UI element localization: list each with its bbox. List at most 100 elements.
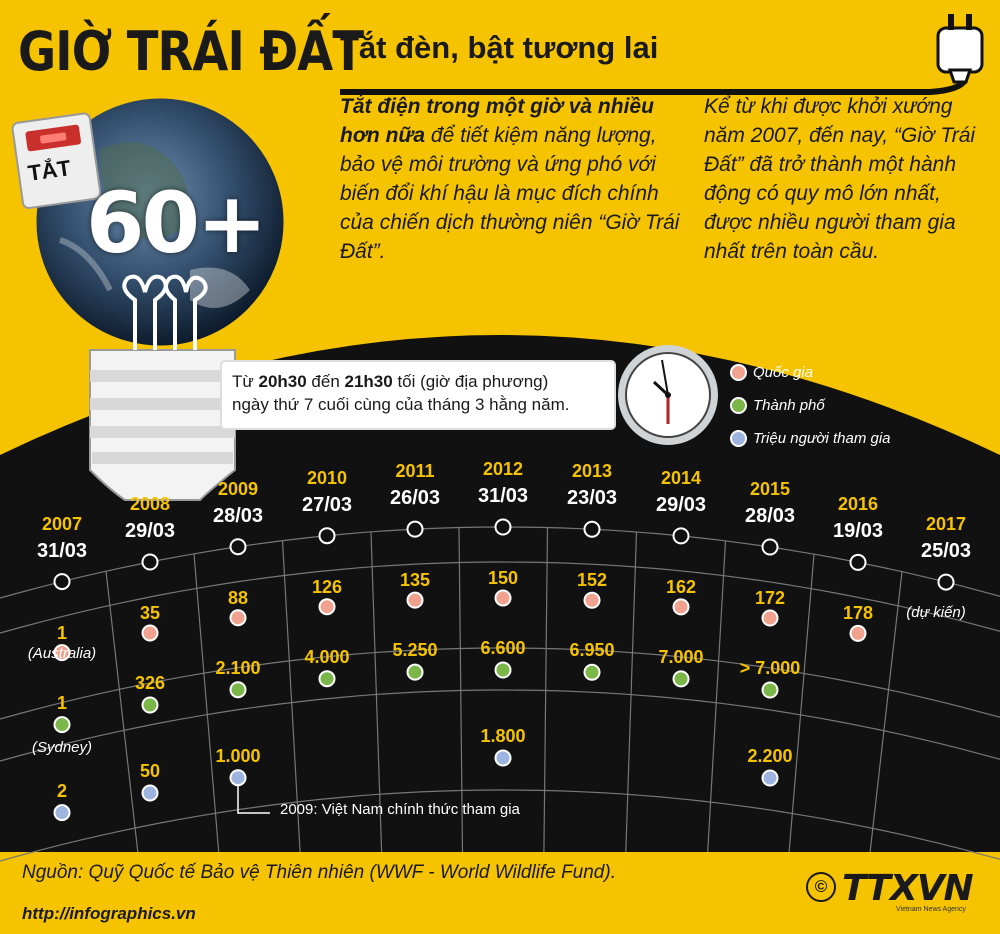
big-number: 60+ [86,174,267,272]
date-dot [937,573,955,591]
country-value: 35 [139,602,161,623]
people-value: 2.200 [747,746,793,766]
grid-arc-4 [0,789,1000,862]
grid-divider-6 [625,531,638,853]
plug-cable [340,78,968,95]
city-dot [229,681,247,699]
city-value: 6.600 [480,638,526,658]
city-value: 326 [134,672,166,693]
city-dot [318,670,336,688]
country-dot [849,624,867,642]
year-label: 2010 [306,467,348,488]
filament-icon [122,274,208,350]
city-note: (Sydney) [31,738,93,756]
year-label: 2015 [749,479,791,499]
date-dot [672,527,690,545]
country-dot [761,609,779,627]
date-label: 31/03 [477,485,529,507]
country-dot [53,644,71,662]
intro-lead: Tắt điện trong một giờ và nhiều hơn nữa [340,95,654,147]
date-note: (dự kiến) [906,604,966,622]
source-text: Nguồn: Quỹ Quốc tế Bảo vệ Thiên nhiên (W… [22,862,616,883]
year-label: 2014 [660,467,702,488]
date-label: 23/03 [566,487,618,510]
city-value: > 7.000 [739,658,801,678]
legend-item: Thành phố [730,397,825,415]
date-label: 29/03 [655,493,707,516]
plug-icon [936,14,984,84]
date-dot [761,538,779,556]
year-label: 2008 [129,493,171,514]
time-box-line2: ngày thứ 7 cuối cùng của tháng 3 hằng nă… [232,395,570,414]
footnote: 2009: Việt Nam chính thức tham gia [280,801,520,818]
date-dot [318,527,336,545]
date-label: 25/03 [920,540,972,563]
date-dot [141,553,159,571]
people-value: 2 [56,780,67,801]
country-dot [229,609,247,627]
intro-history: Kể từ khi được khởi xướng năm 2007, đến … [704,95,976,263]
date-label: 29/03 [124,519,176,542]
bulb-base-icon [89,349,236,501]
legend-label: Quốc gia [753,364,814,381]
grid-divider-1 [193,553,220,853]
date-dot [229,538,247,556]
page-title: GIỜ TRÁI ĐẤT [18,20,364,83]
grid-arc-2 [0,647,1000,720]
people-dot [494,749,512,767]
date-label: 28/03 [212,504,264,527]
country-dot [583,591,601,609]
date-dot [849,553,867,571]
city-dot [672,670,690,688]
country-dot [141,624,159,642]
time-box-line1: Từ 20h30 đến 21h30 tối (giờ địa phương) [232,370,614,393]
date-label: 19/03 [832,520,884,543]
date-dot [583,520,601,538]
date-label: 28/03 [744,505,796,527]
year-label: 2013 [571,461,613,482]
time-end: 21h30 [344,372,393,391]
ttxvn-logo: TTXVN [842,868,974,909]
year-label: 2017 [925,514,967,535]
copyright-icon: © [806,872,836,902]
city-value: 6.950 [569,640,615,661]
grid-arc-1 [0,561,1000,634]
city-value: 5.250 [392,640,438,661]
people-dot [761,769,779,787]
date-dot [406,520,424,538]
country-value: 152 [576,570,608,591]
date-dot [494,518,512,536]
grid-divider-8 [788,554,815,853]
timeline-grid [0,526,1000,862]
grid-divider-4 [458,527,464,853]
year-label: 2007 [41,513,83,534]
year-label: 2011 [395,461,435,482]
year-label: 2016 [837,494,879,515]
legend-label: Triệu người tham gia [753,430,891,447]
grid-divider-5 [543,527,549,853]
city-dot [494,661,512,679]
country-value: 178 [842,603,874,624]
date-label: 26/03 [389,487,441,510]
country-note: (Australia) [27,644,97,662]
year-label: 2009 [217,478,259,499]
people-value: 1.000 [215,745,261,766]
grid-arc-3 [0,689,1000,762]
country-dot [406,591,424,609]
year-label: 2012 [482,459,524,479]
city-dot [406,663,424,681]
people-value: 1.800 [480,726,526,746]
city-dot [583,663,601,681]
country-dot [494,589,512,607]
source-url[interactable]: http://infographics.vn [22,904,196,923]
date-dot [53,573,71,591]
city-value: 2.100 [215,657,261,678]
date-label: 31/03 [36,539,88,562]
intro-purpose: Tắt điện trong một giờ và nhiều hơn nữa … [340,92,685,266]
logo-tagline: Vietnam News Agency [896,906,966,913]
city-value: 1 [56,692,67,713]
switch-icon [11,112,102,209]
people-dot [229,769,247,787]
